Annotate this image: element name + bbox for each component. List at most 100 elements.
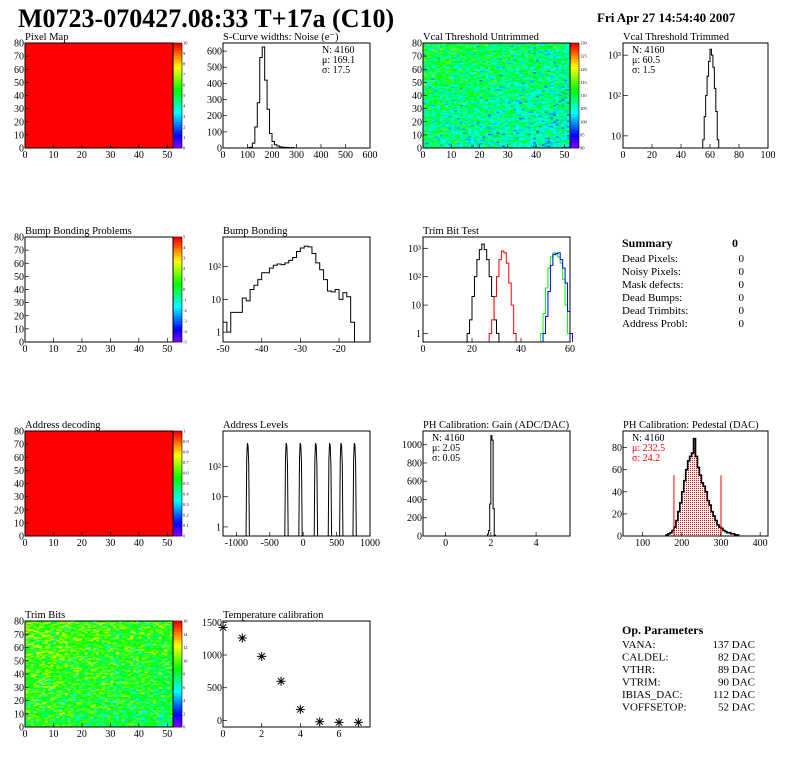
heatmap-cell [479,111,483,113]
heatmap-cell [564,57,568,60]
heatmap-cell [485,120,489,123]
heatmap-cell [513,64,517,66]
heatmap-cell [488,123,492,125]
heatmap-cell [473,65,478,67]
heatmap-cell [547,106,551,108]
heatmap-cell [521,109,526,112]
heatmap-cell [451,49,455,52]
heatmap-cell [485,87,489,90]
heatmap-cell [558,52,562,54]
heatmap-cell [473,87,478,90]
heatmap-cell [504,65,509,67]
heatmap-cell [496,144,500,146]
heatmap-cell [445,85,449,87]
heatmap-cell [519,65,523,67]
heatmap-cell [536,102,540,104]
heatmap-cell [476,74,480,77]
heatmap-cell [485,115,489,117]
heatmap-cell [482,88,486,91]
heatmap-cell [533,123,537,125]
heatmap-cell [564,113,568,116]
heatmap-cell [434,81,438,83]
heatmap-cell [561,124,565,126]
heatmap-cell [538,146,543,149]
heatmap-cell [431,49,435,52]
heatmap-cell [536,66,540,69]
heatmap-cell [547,121,551,124]
heatmap-cell [25,652,29,655]
heatmap-cell [459,69,463,71]
heatmap-cell [502,53,506,56]
x-tick-label: 20 [77,344,87,355]
heatmap-cell [541,141,545,144]
heatmap-cell [462,92,466,95]
heatmap-cell [437,98,441,100]
x-tick-label: 0 [421,150,426,161]
heatmap-cell [431,74,435,77]
heatmap-cell [530,100,534,103]
heatmap-cell [462,129,466,132]
heatmap-cell [544,145,548,147]
heatmap-cell [468,144,472,146]
heatmap-cell [479,107,483,109]
heatmap-cell [25,707,29,709]
x-tick-label: 60 [705,150,715,161]
heatmap-cell [558,102,562,104]
heatmap-cell [496,132,500,134]
heatmap-cell [473,132,478,134]
heatmap-cell [428,120,432,123]
heatmap-cell [541,73,545,75]
heatmap-cell [553,78,557,81]
heatmap-cell [437,116,441,119]
heatmap-cell [538,140,543,142]
heatmap-cell [473,115,478,117]
heatmap-cell [533,137,537,140]
heatmap-cell [439,43,444,45]
heatmap-cell [445,144,449,146]
heatmap-cell [439,100,444,103]
heatmap-cell [462,108,466,111]
heatmap-cell [485,124,489,126]
heatmap-cell [538,69,543,71]
heatmap-cell [476,99,480,102]
heatmap-cell [473,94,478,96]
heatmap-cell [553,54,557,57]
heatmap-cell [541,113,545,116]
heatmap-cell [544,124,548,126]
heatmap-cell [538,96,543,99]
heatmap-cell [428,57,432,60]
heatmap-cell [547,50,551,53]
heatmap-cell [516,61,520,63]
heatmap-cell [541,65,545,67]
heatmap-cell [493,69,497,71]
heatmap-cell [428,98,432,100]
y-tick-label: 40 [612,487,622,498]
heatmap-cell [536,95,540,98]
heatmap-cell [479,119,483,121]
heatmap-cell [479,79,483,82]
heatmap-cell [496,66,500,69]
heatmap-cell [428,144,432,146]
heatmap-cell [502,69,506,71]
heatmap-cell [437,83,441,86]
heatmap-cell [527,144,531,146]
heatmap-cell [564,54,568,57]
heatmap-cell [527,46,531,49]
heatmap-cell [544,48,548,50]
heatmap-cell [462,145,466,147]
colorbar-tick-label: 0.8 [183,450,189,455]
heatmap-cell [482,52,486,54]
colorbar-segment [173,79,182,83]
heatmap-cell [547,87,551,90]
heatmap-cell [434,73,438,75]
heatmap-cell [507,128,511,130]
heatmap-cell [502,56,506,58]
heatmap-cell [536,111,540,113]
heatmap-cell [558,65,562,67]
heatmap-cell [456,87,461,90]
heatmap-cell [479,77,483,79]
heatmap-cell [442,87,446,90]
heatmap-cell [527,86,531,88]
heatmap-cell [499,120,503,123]
heatmap-cell [456,104,461,107]
